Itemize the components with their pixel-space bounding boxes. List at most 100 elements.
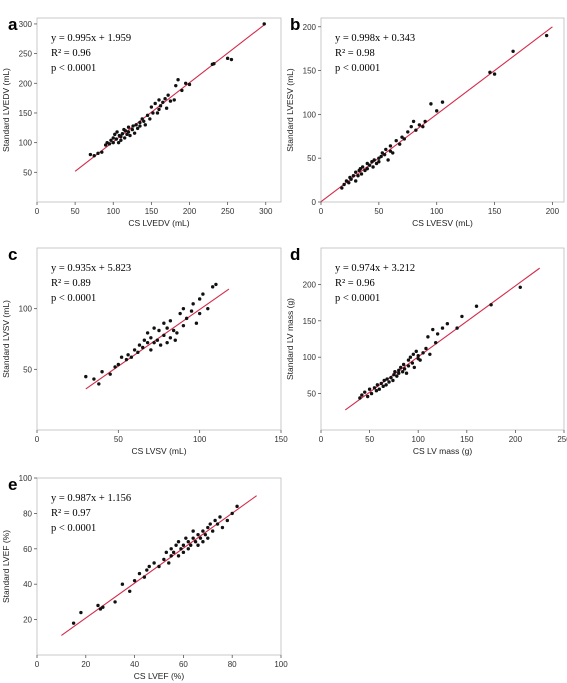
data-point <box>184 536 188 540</box>
data-point <box>401 362 406 367</box>
data-point <box>379 154 383 159</box>
data-point <box>142 338 147 342</box>
data-point <box>197 297 202 301</box>
data-point <box>130 127 135 132</box>
data-point <box>421 351 425 355</box>
data-point <box>213 518 217 523</box>
x-tick-label: 60 <box>179 660 188 669</box>
data-point <box>218 515 222 519</box>
data-point <box>101 605 105 609</box>
data-point <box>189 309 194 313</box>
x-tick-label: 200 <box>509 435 523 444</box>
data-point <box>180 88 184 93</box>
stat-line: p < 0.0001 <box>335 293 380 304</box>
stat-line: R² = 0.97 <box>51 508 91 519</box>
data-point <box>354 179 358 183</box>
data-point <box>175 331 179 335</box>
x-tick-label: 200 <box>183 207 197 216</box>
data-point <box>406 364 411 368</box>
data-point <box>123 129 128 133</box>
data-point <box>151 111 155 115</box>
data-point <box>132 578 137 583</box>
data-point <box>138 120 142 125</box>
data-point <box>178 311 182 316</box>
data-point <box>201 540 205 544</box>
data-point <box>210 529 215 533</box>
panel-d: d 0 50 100 150 200 250 50 100 150 200 CS LV mass (g… <box>285 245 567 456</box>
x-tick-label: 100 <box>193 435 207 444</box>
x-tick-label: 150 <box>145 207 159 216</box>
data-point <box>488 70 492 75</box>
data-point <box>173 338 177 342</box>
data-point <box>162 321 166 325</box>
y-tick-label: 150 <box>303 67 317 76</box>
data-point <box>96 151 100 156</box>
data-point <box>145 113 150 118</box>
data-point <box>186 547 190 551</box>
data-point <box>122 136 127 140</box>
data-point <box>358 167 363 171</box>
data-point <box>367 163 372 167</box>
x-tick-label: 50 <box>71 207 80 216</box>
stat-line: p < 0.0001 <box>51 293 96 304</box>
data-point <box>431 327 435 332</box>
data-point <box>155 111 160 115</box>
data-point <box>176 78 180 82</box>
y-tick-label: 50 <box>307 154 316 163</box>
data-point <box>171 328 176 333</box>
x-tick-label: 150 <box>488 207 502 216</box>
y-tick-label: 50 <box>23 168 32 177</box>
data-point <box>191 302 195 306</box>
data-point <box>145 331 150 335</box>
data-point <box>511 49 515 53</box>
x-tick-label: 0 <box>35 660 40 669</box>
stat-line: p < 0.0001 <box>335 63 380 74</box>
data-point <box>141 345 145 350</box>
y-tick-label: 300 <box>19 20 33 29</box>
data-point <box>138 124 142 128</box>
data-point <box>409 124 413 129</box>
data-point <box>369 391 374 396</box>
data-point <box>147 564 151 569</box>
data-point <box>168 319 173 323</box>
data-point <box>474 304 479 308</box>
x-axis-label: CS LVEF (%) <box>134 671 185 681</box>
data-point <box>206 536 210 540</box>
data-point <box>158 104 163 108</box>
data-point <box>169 547 173 551</box>
data-point <box>174 83 178 88</box>
y-tick-label: 60 <box>23 545 32 554</box>
data-point <box>342 182 346 187</box>
y-tick-label: 100 <box>19 305 33 314</box>
data-point <box>492 72 497 76</box>
stat-line: R² = 0.89 <box>51 278 91 289</box>
x-tick-label: 250 <box>221 207 235 216</box>
data-point <box>384 383 388 387</box>
data-point <box>79 610 83 615</box>
data-point <box>410 361 415 365</box>
data-point <box>460 314 464 319</box>
data-point <box>157 564 161 569</box>
data-point <box>131 124 135 128</box>
data-point <box>354 170 358 174</box>
data-point <box>155 338 160 342</box>
data-point <box>165 326 169 330</box>
data-point <box>161 100 165 104</box>
data-point <box>181 306 186 311</box>
x-tick-label: 150 <box>460 435 474 444</box>
data-point <box>166 93 170 97</box>
data-point <box>395 374 399 378</box>
data-point <box>109 138 113 142</box>
data-point <box>417 123 422 127</box>
data-point <box>132 348 137 352</box>
data-point <box>198 536 203 540</box>
data-point <box>191 536 195 540</box>
data-point <box>440 326 445 330</box>
y-tick-label: 80 <box>23 509 32 518</box>
panel-e: e 0 20 40 60 80 100 20 40 60 80 100 CS LVEF (%) Stand… <box>1 474 288 681</box>
y-axis-label: Standard LVEF (%) <box>1 530 11 603</box>
stat-line: y = 0.998x + 0.343 <box>335 33 415 44</box>
x-tick-label: 50 <box>114 435 123 444</box>
data-point <box>391 378 395 383</box>
data-point <box>201 529 205 533</box>
